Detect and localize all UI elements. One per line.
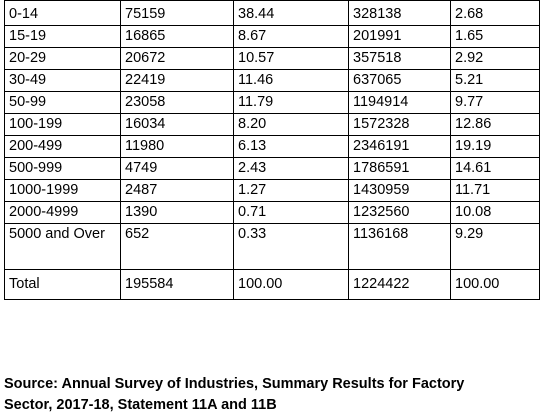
table-cell: 1194914 <box>348 91 451 114</box>
table-cell: 5.21 <box>450 69 540 92</box>
table-cell: 16034 <box>120 113 234 136</box>
table-cell: 328138 <box>348 0 451 26</box>
table-row: 30-49 22419 11.46 637065 5.21 <box>4 69 540 92</box>
table-cell: 11.71 <box>450 179 540 202</box>
table-cell: 201991 <box>348 25 451 48</box>
table-cell: 8.20 <box>233 113 349 136</box>
table-cell: 11.79 <box>233 91 349 114</box>
table-cell: 100.00 <box>233 269 349 300</box>
table-cell: Total <box>4 269 121 300</box>
table-cell: 20672 <box>120 47 234 70</box>
table-row: 200-499 11980 6.13 2346191 19.19 <box>4 135 540 158</box>
table-cell: 2.92 <box>450 47 540 70</box>
table-row: 0-14 75159 38.44 328138 2.68 <box>4 0 540 26</box>
table-row: 2000-4999 1390 0.71 1232560 10.08 <box>4 201 540 224</box>
source-line-2: Sector, 2017-18, Statement 11A and 11B <box>4 397 277 413</box>
table-cell: 8.67 <box>233 25 349 48</box>
table-cell: 200-499 <box>4 135 121 158</box>
table-cell: 9.77 <box>450 91 540 114</box>
table-cell: 100.00 <box>450 269 540 300</box>
table-cell: 0.71 <box>233 201 349 224</box>
table-cell: 2.43 <box>233 157 349 180</box>
table-cell: 9.29 <box>450 223 540 270</box>
table-cell: 5000 and Over <box>4 223 121 270</box>
table-cell: 2487 <box>120 179 234 202</box>
table-cell: 10.57 <box>233 47 349 70</box>
table-row: 50-99 23058 11.79 1194914 9.77 <box>4 91 540 114</box>
table-cell: 30-49 <box>4 69 121 92</box>
table-cell: 4749 <box>120 157 234 180</box>
table-cell: 1572328 <box>348 113 451 136</box>
table-cell: 75159 <box>120 0 234 26</box>
table-cell: 1000-1999 <box>4 179 121 202</box>
table-cell: 637065 <box>348 69 451 92</box>
table-cell: 20-29 <box>4 47 121 70</box>
table-row: 100-199 16034 8.20 1572328 12.86 <box>4 113 540 136</box>
table-row: 1000-1999 2487 1.27 1430959 11.71 <box>4 179 540 202</box>
data-table-container: 0-14 75159 38.44 328138 2.68 15-19 16865… <box>4 0 540 300</box>
table-cell: 14.61 <box>450 157 540 180</box>
table-row: 5000 and Over 652 0.33 1136168 9.29 <box>4 223 540 270</box>
table-cell: 1430959 <box>348 179 451 202</box>
table-cell: 500-999 <box>4 157 121 180</box>
table-cell: 50-99 <box>4 91 121 114</box>
table-cell: 11980 <box>120 135 234 158</box>
table-cell: 1136168 <box>348 223 451 270</box>
table-cell: 10.08 <box>450 201 540 224</box>
table-cell: 22419 <box>120 69 234 92</box>
table-cell: 15-19 <box>4 25 121 48</box>
table-cell: 2346191 <box>348 135 451 158</box>
table-cell: 12.86 <box>450 113 540 136</box>
table-cell: 652 <box>120 223 234 270</box>
table-cell: 19.19 <box>450 135 540 158</box>
table-cell: 2.68 <box>450 0 540 26</box>
table-cell: 0.33 <box>233 223 349 270</box>
table-row: 15-19 16865 8.67 201991 1.65 <box>4 25 540 48</box>
table-row: 500-999 4749 2.43 1786591 14.61 <box>4 157 540 180</box>
factory-size-table: 0-14 75159 38.44 328138 2.68 15-19 16865… <box>4 0 540 300</box>
table-cell: 357518 <box>348 47 451 70</box>
table-cell: 1232560 <box>348 201 451 224</box>
table-cell: 1224422 <box>348 269 451 300</box>
table-cell: 100-199 <box>4 113 121 136</box>
table-cell: 11.46 <box>233 69 349 92</box>
table-row: 20-29 20672 10.57 357518 2.92 <box>4 47 540 70</box>
source-note: Source: Annual Survey of Industries, Sum… <box>4 374 549 416</box>
table-total-row: Total 195584 100.00 1224422 100.00 <box>4 269 540 300</box>
table-cell: 16865 <box>120 25 234 48</box>
table-cell: 1.27 <box>233 179 349 202</box>
table-cell: 195584 <box>120 269 234 300</box>
table-cell: 2000-4999 <box>4 201 121 224</box>
table-cell: 1390 <box>120 201 234 224</box>
table-cell: 1.65 <box>450 25 540 48</box>
table-cell: 0-14 <box>4 0 121 26</box>
source-line-1: Source: Annual Survey of Industries, Sum… <box>4 376 465 392</box>
table-cell: 38.44 <box>233 0 349 26</box>
table-cell: 1786591 <box>348 157 451 180</box>
table-cell: 6.13 <box>233 135 349 158</box>
table-cell: 23058 <box>120 91 234 114</box>
